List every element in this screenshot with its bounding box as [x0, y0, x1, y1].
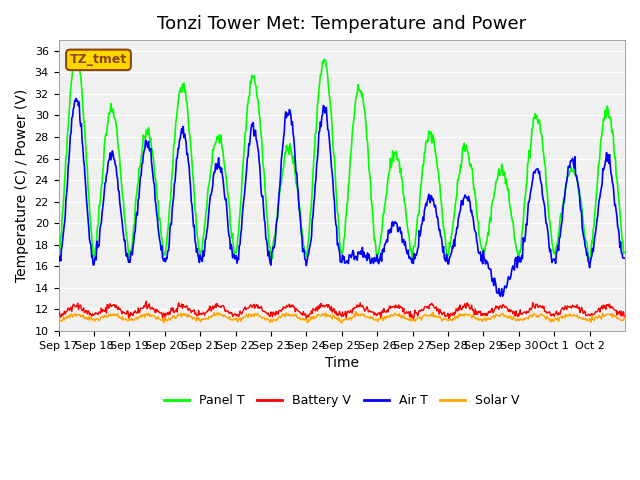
- Text: TZ_tmet: TZ_tmet: [70, 53, 127, 66]
- Legend: Panel T, Battery V, Air T, Solar V: Panel T, Battery V, Air T, Solar V: [159, 389, 524, 412]
- Y-axis label: Temperature (C) / Power (V): Temperature (C) / Power (V): [15, 89, 29, 282]
- Title: Tonzi Tower Met: Temperature and Power: Tonzi Tower Met: Temperature and Power: [157, 15, 526, 33]
- X-axis label: Time: Time: [324, 356, 359, 370]
